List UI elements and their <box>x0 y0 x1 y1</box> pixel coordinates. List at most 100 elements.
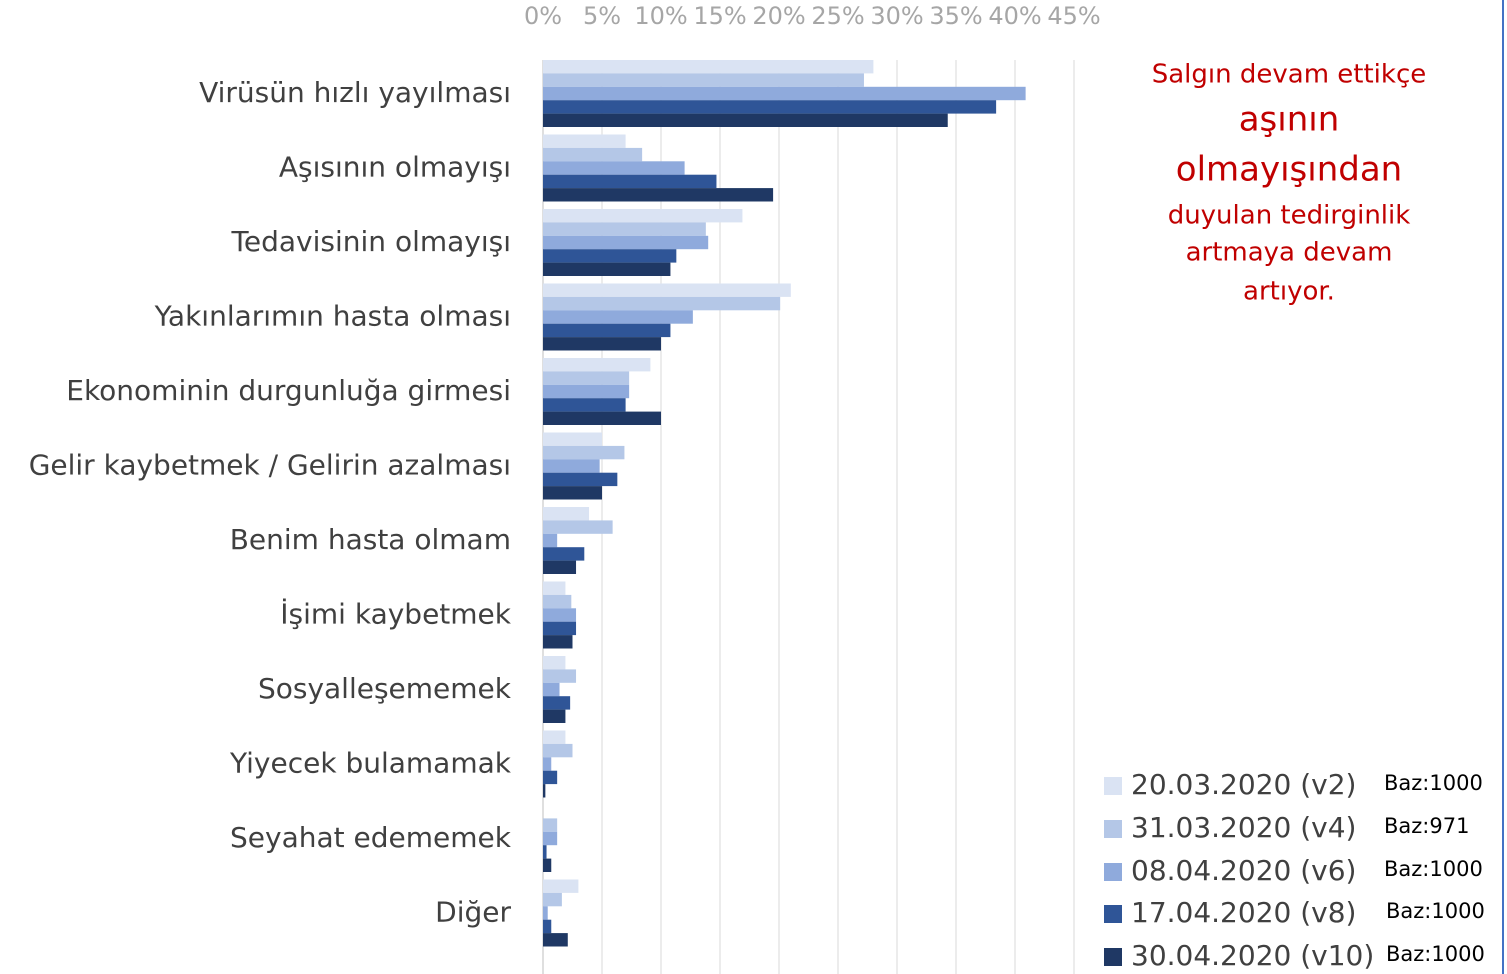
category-label: Diğer <box>435 896 511 929</box>
legend-label: 17.04.2020 (v8) <box>1131 896 1356 929</box>
bar <box>543 86 1026 101</box>
bar <box>543 262 671 276</box>
bar <box>543 919 552 934</box>
bar <box>543 520 613 534</box>
category-label: Yiyecek bulamamak <box>229 747 512 780</box>
annotation: duyulan tedirginlik <box>1168 201 1411 231</box>
bar <box>543 594 572 609</box>
bar <box>543 337 661 351</box>
bar <box>543 161 685 175</box>
x-tick-label: 20% <box>752 2 805 30</box>
legend-swatch <box>1104 905 1122 923</box>
x-tick-label: 10% <box>634 2 687 30</box>
bar <box>543 635 573 649</box>
bar <box>543 507 590 521</box>
bar <box>543 296 781 311</box>
bar <box>543 371 630 385</box>
bar <box>543 581 566 595</box>
bar <box>543 249 677 263</box>
bar <box>543 784 546 798</box>
annotation: olmayışından <box>1176 150 1402 190</box>
bar <box>543 682 560 697</box>
legend-swatch <box>1104 820 1122 838</box>
category-label: Gelir kaybetmek / Gelirin azalması <box>29 449 511 482</box>
bar <box>543 845 547 859</box>
x-tick-label: 30% <box>870 2 923 30</box>
annotation: artmaya devam <box>1186 238 1393 268</box>
category-label: Yakınlarımın hasta olması <box>154 300 511 333</box>
legend-label: 31.03.2020 (v4) <box>1131 811 1356 844</box>
x-tick-label: 35% <box>929 2 982 30</box>
bar <box>543 879 579 893</box>
bar <box>543 560 577 574</box>
legend-swatch <box>1104 777 1122 795</box>
bar <box>543 730 566 744</box>
legend-swatch <box>1104 863 1122 881</box>
bar <box>543 323 671 338</box>
legend-label: 20.03.2020 (v2) <box>1131 768 1356 801</box>
bar <box>543 398 626 412</box>
bar <box>543 235 709 250</box>
bar <box>543 743 573 758</box>
x-tick-label: 0% <box>524 2 562 30</box>
category-label: Benim hasta olmam <box>230 523 511 556</box>
annotation: aşının <box>1239 100 1340 140</box>
x-tick-label: 15% <box>693 2 746 30</box>
bar <box>543 906 548 920</box>
bar <box>543 283 791 297</box>
bar <box>543 60 874 74</box>
bar <box>543 933 568 947</box>
legend-note: Baz:1000 <box>1386 899 1485 923</box>
bar <box>543 621 577 636</box>
legend-note: Baz:1000 <box>1384 857 1483 881</box>
x-tick-label: 45% <box>1047 2 1100 30</box>
x-tick-label: 25% <box>811 2 864 30</box>
bar <box>543 533 558 548</box>
category-label: Virüsün hızlı yayılması <box>199 76 511 109</box>
category-label: Ekonominin durgunluğa girmesi <box>66 374 511 407</box>
bar <box>543 222 706 236</box>
x-tick-label: 40% <box>988 2 1041 30</box>
bar <box>543 831 558 846</box>
bar <box>543 174 717 189</box>
bar <box>543 358 651 372</box>
bar <box>543 209 743 223</box>
bar <box>543 608 577 622</box>
category-label: İşimi kaybetmek <box>280 598 512 631</box>
legend-label: 30.04.2020 (v10) <box>1131 939 1374 972</box>
bar <box>543 858 552 872</box>
bar <box>543 472 618 487</box>
bar <box>543 459 600 473</box>
bar <box>543 892 562 907</box>
category-label: Seyahat edememek <box>230 821 512 854</box>
legend-swatch <box>1104 948 1122 966</box>
bar <box>543 73 864 87</box>
annotation: Salgın devam ettikçe <box>1152 60 1427 90</box>
bar <box>543 113 948 127</box>
bar <box>543 445 625 460</box>
bar <box>543 432 602 446</box>
bar <box>543 696 571 710</box>
bar <box>543 147 643 162</box>
bar <box>543 547 585 561</box>
bar <box>543 411 661 425</box>
bar <box>543 770 558 785</box>
legend-note: Baz:1000 <box>1384 771 1483 795</box>
category-label: Sosyalleşememek <box>258 672 512 705</box>
bar <box>543 188 774 202</box>
legend-label: 08.04.2020 (v6) <box>1131 854 1356 887</box>
x-tick-label: 5% <box>583 2 621 30</box>
bar <box>543 134 626 148</box>
bar <box>543 100 997 114</box>
legend-note: Baz:971 <box>1384 814 1469 838</box>
bar <box>543 656 566 670</box>
bar <box>543 709 566 723</box>
bar <box>543 818 558 832</box>
bar <box>543 669 577 683</box>
bar <box>543 757 552 771</box>
bar <box>543 486 602 500</box>
bar <box>543 310 693 324</box>
category-label: Aşısının olmayışı <box>279 151 511 184</box>
annotation: artıyor. <box>1243 277 1335 307</box>
